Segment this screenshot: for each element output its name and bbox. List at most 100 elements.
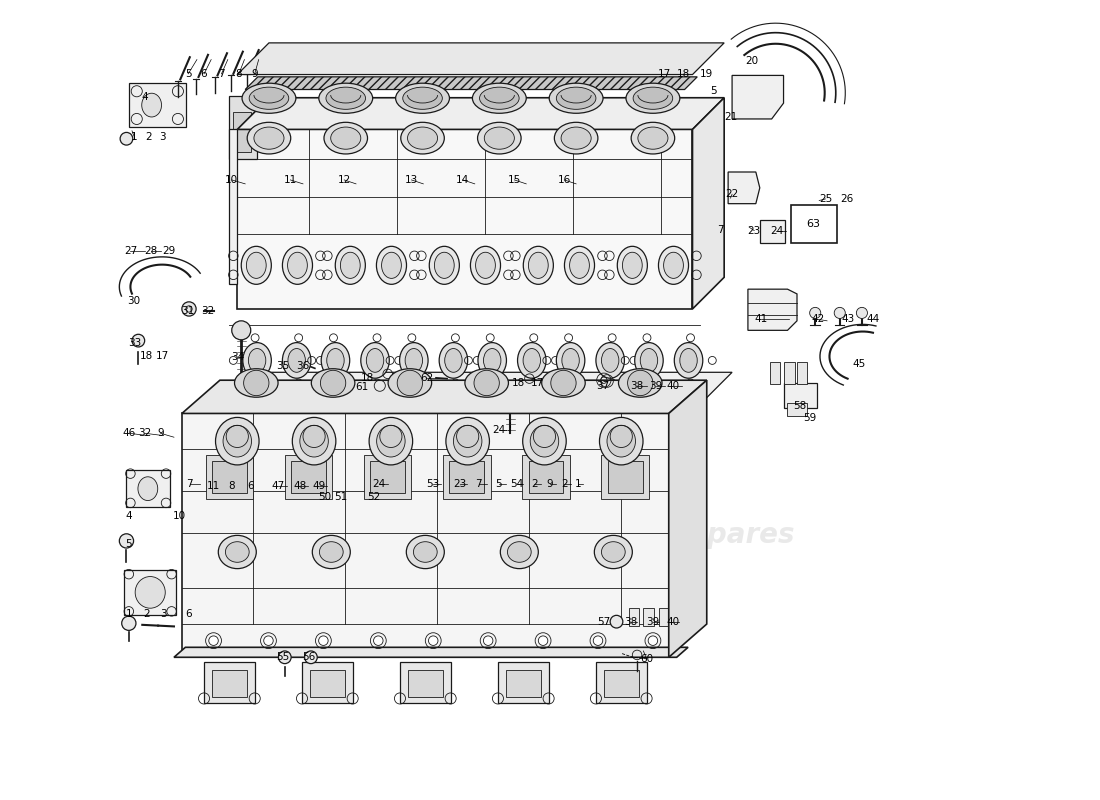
Text: 8: 8 [235, 69, 242, 79]
Text: 54: 54 [510, 479, 524, 489]
Ellipse shape [634, 87, 673, 110]
Circle shape [319, 636, 328, 646]
Ellipse shape [471, 246, 501, 284]
Ellipse shape [484, 349, 500, 372]
Text: 10: 10 [226, 175, 239, 185]
Circle shape [538, 636, 548, 646]
Text: 7: 7 [187, 479, 194, 489]
Ellipse shape [659, 246, 689, 284]
Text: 32: 32 [138, 428, 152, 438]
Text: 16: 16 [558, 175, 571, 185]
Bar [230, 96, 257, 159]
Ellipse shape [288, 349, 306, 372]
Circle shape [119, 534, 133, 548]
Ellipse shape [564, 246, 594, 284]
Text: 18: 18 [361, 373, 374, 383]
Ellipse shape [321, 342, 350, 378]
Ellipse shape [602, 349, 619, 372]
Ellipse shape [283, 246, 312, 284]
Text: 38: 38 [624, 617, 637, 626]
Polygon shape [182, 414, 669, 658]
Text: 24: 24 [770, 226, 783, 235]
Circle shape [122, 616, 136, 630]
Bar [608, 462, 642, 493]
Bar [529, 462, 563, 493]
Ellipse shape [596, 342, 625, 378]
Polygon shape [693, 98, 724, 309]
Bar [212, 462, 246, 493]
Ellipse shape [242, 83, 296, 114]
Ellipse shape [570, 252, 590, 278]
Bar [604, 670, 639, 697]
Ellipse shape [623, 252, 642, 278]
Text: 24: 24 [492, 425, 505, 435]
Bar [364, 455, 411, 499]
Bar [784, 362, 794, 384]
Text: 44: 44 [867, 314, 880, 324]
Text: 5: 5 [711, 86, 717, 96]
Ellipse shape [405, 349, 422, 372]
Text: 7: 7 [475, 479, 482, 489]
Text: 24: 24 [373, 479, 386, 489]
Bar [770, 362, 780, 384]
Bar [498, 662, 549, 703]
Text: 6: 6 [200, 69, 208, 79]
Bar [783, 382, 817, 408]
Text: 2: 2 [145, 132, 152, 142]
Text: eurospares: eurospares [619, 521, 794, 549]
Text: 35: 35 [276, 361, 289, 371]
Ellipse shape [218, 535, 256, 569]
Polygon shape [238, 43, 724, 74]
Ellipse shape [142, 94, 162, 117]
Text: 7: 7 [218, 69, 224, 79]
Ellipse shape [517, 342, 546, 378]
Text: 11: 11 [284, 175, 297, 185]
Ellipse shape [429, 246, 460, 284]
Polygon shape [129, 83, 186, 127]
Bar [760, 219, 785, 243]
Ellipse shape [246, 252, 266, 278]
Bar [285, 455, 332, 499]
Text: 17: 17 [155, 350, 168, 361]
Circle shape [209, 636, 218, 646]
Ellipse shape [324, 122, 367, 154]
Ellipse shape [287, 252, 307, 278]
Text: 49: 49 [312, 481, 326, 490]
Ellipse shape [472, 83, 526, 114]
Text: 9: 9 [157, 428, 164, 438]
Ellipse shape [522, 418, 566, 465]
Ellipse shape [293, 418, 336, 465]
Text: 6: 6 [248, 481, 254, 490]
Text: 12: 12 [338, 175, 351, 185]
Ellipse shape [500, 535, 538, 569]
Bar [204, 662, 255, 703]
Circle shape [182, 302, 196, 316]
Text: 5: 5 [125, 539, 132, 549]
Bar [596, 662, 647, 703]
Ellipse shape [366, 349, 384, 372]
Bar [292, 462, 326, 493]
Text: 27: 27 [124, 246, 138, 256]
Bar [602, 455, 649, 499]
Ellipse shape [484, 127, 515, 150]
Text: 17: 17 [530, 378, 544, 387]
Text: 51: 51 [334, 491, 348, 502]
Ellipse shape [254, 127, 284, 150]
Bar [408, 670, 442, 697]
Ellipse shape [618, 369, 662, 398]
Ellipse shape [524, 246, 553, 284]
Ellipse shape [638, 127, 668, 150]
Ellipse shape [439, 342, 468, 378]
Bar [644, 608, 653, 626]
Ellipse shape [530, 426, 559, 457]
Bar [212, 670, 246, 697]
Ellipse shape [406, 535, 444, 569]
Text: 4: 4 [142, 92, 148, 102]
Text: 45: 45 [852, 359, 866, 370]
Ellipse shape [376, 426, 405, 457]
Bar [206, 455, 253, 499]
Polygon shape [748, 289, 797, 330]
Polygon shape [238, 130, 693, 309]
Ellipse shape [600, 418, 643, 465]
Text: 2: 2 [143, 609, 150, 618]
